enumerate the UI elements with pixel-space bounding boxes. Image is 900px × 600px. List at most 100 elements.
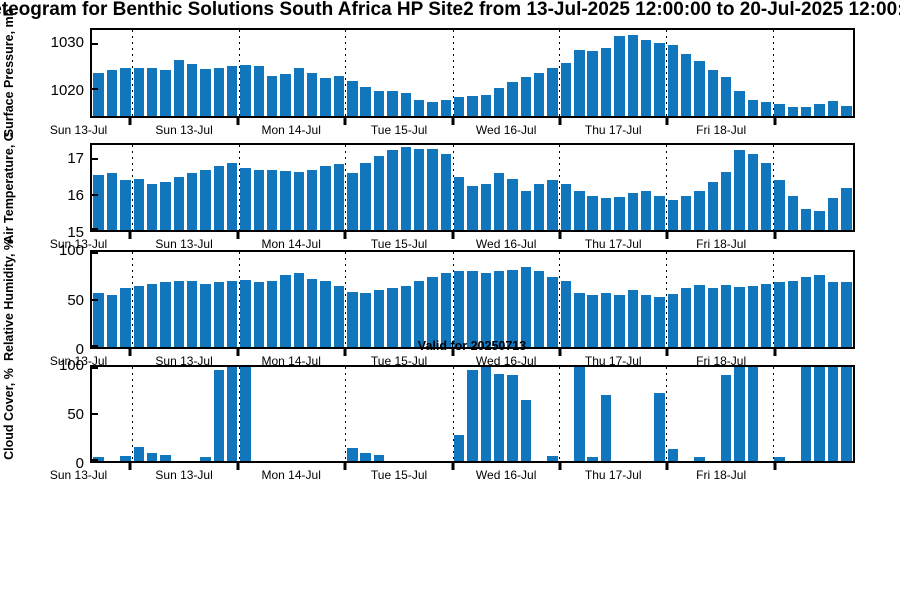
air-temperature-bar	[680, 196, 692, 230]
surface-pressure-plot-area	[92, 30, 853, 116]
cloud-cover-bar	[360, 452, 371, 461]
relative-humidity-bar	[347, 291, 358, 347]
surface-pressure-bar	[667, 44, 678, 116]
cloud-cover-bar	[814, 367, 825, 461]
air-temperature-bar	[534, 183, 545, 230]
x-tick-mark	[665, 232, 669, 239]
relative-humidity-bar	[547, 276, 558, 347]
surface-pressure-bar	[453, 97, 465, 116]
relative-humidity-bar	[213, 282, 225, 347]
relative-humidity-axis-label: Relative Humidity, %	[2, 238, 16, 361]
relative-humidity-bar	[827, 282, 839, 347]
relative-humidity-bar	[814, 274, 825, 347]
relative-humidity-bar	[480, 272, 492, 347]
day-boundary-gridline	[773, 252, 775, 347]
day-boundary-gridline	[559, 367, 561, 461]
x-tick-mark	[558, 349, 562, 356]
day-boundary-gridline	[238, 30, 240, 116]
surface-pressure-bar	[387, 90, 398, 116]
cloud-cover-bar	[667, 448, 678, 461]
surface-pressure-bar	[493, 88, 505, 116]
surface-pressure-bar	[747, 99, 759, 116]
surface-pressure-bar	[413, 99, 425, 116]
relative-humidity-bar	[707, 288, 718, 347]
day-boundary-gridline	[559, 145, 561, 230]
air-temperature-bar	[280, 170, 291, 230]
y-tick-mark	[92, 228, 98, 230]
surface-pressure-bar	[373, 91, 385, 116]
day-boundary-gridline	[132, 367, 134, 461]
x-tick-mark	[773, 232, 777, 239]
air-temperature-bar	[293, 171, 305, 230]
surface-pressure-bar	[761, 101, 772, 116]
surface-pressure-bar	[320, 78, 331, 116]
air-temperature-bar	[814, 210, 825, 230]
air-temperature-bar	[413, 148, 425, 230]
relative-humidity-bar	[587, 294, 598, 347]
y-tick-label: 0	[75, 341, 84, 358]
surface-pressure-bar	[93, 73, 104, 116]
air-temperature-bar	[827, 198, 839, 230]
surface-pressure-bar	[307, 72, 318, 116]
surface-pressure-bar	[587, 50, 598, 116]
cloud-cover-bar	[493, 373, 505, 461]
surface-pressure-bar	[347, 80, 358, 116]
air-temperature-bar	[120, 180, 131, 230]
surface-pressure-bar	[480, 95, 492, 116]
y-tick-mark	[92, 298, 98, 301]
air-temperature-bar	[146, 183, 158, 230]
relative-humidity-bar	[253, 282, 265, 347]
relative-humidity-bar	[93, 292, 104, 347]
surface-pressure-bar	[814, 104, 825, 116]
air-temperature-bar	[226, 162, 238, 230]
x-tick-mark	[773, 349, 777, 356]
relative-humidity-bar	[400, 286, 411, 347]
day-boundary-gridline	[452, 252, 454, 347]
relative-humidity-bar	[667, 293, 678, 347]
relative-humidity-bar	[106, 294, 118, 347]
surface-pressure-bar	[400, 93, 411, 116]
relative-humidity-bar	[614, 294, 625, 347]
air-temperature-bar	[627, 192, 638, 230]
surface-pressure-bar	[213, 68, 225, 116]
relative-humidity-bar	[240, 279, 251, 347]
cloud-cover-bar	[654, 393, 665, 461]
day-boundary-gridline	[452, 145, 454, 230]
x-tick-mark	[236, 232, 240, 239]
x-tick-mark	[451, 463, 455, 470]
relative-humidity-bar	[720, 285, 732, 347]
cloud-cover-bar	[120, 456, 131, 461]
relative-humidity-bar	[120, 288, 131, 347]
cloud-cover-bar	[480, 367, 492, 461]
air-temperature-bar	[267, 169, 278, 230]
day-boundary-gridline	[773, 145, 775, 230]
relative-humidity-bar	[761, 284, 772, 347]
surface-pressure-bar	[200, 69, 211, 116]
air-temperature-bar	[253, 169, 265, 230]
relative-humidity-bar	[293, 272, 305, 347]
x-tick-mark	[236, 349, 240, 356]
x-tick-label: Sun 13-Jul	[49, 123, 108, 137]
air-temperature-bar	[694, 191, 705, 230]
x-tick-label: Wed 16-Jul	[475, 237, 537, 251]
air-temperature-bar	[307, 169, 318, 230]
air-temperature-bar	[720, 171, 732, 230]
y-tick-mark	[92, 158, 98, 161]
cloud-cover-axis-label: Cloud Cover, %	[2, 368, 16, 460]
air-temperature-bar	[587, 196, 598, 230]
relative-humidity-bar	[467, 271, 478, 347]
relative-humidity-bar	[787, 280, 799, 347]
x-tick-mark	[558, 232, 562, 239]
air-temperature-bar	[440, 153, 451, 230]
cloud-cover-bar	[146, 453, 158, 461]
relative-humidity-bar	[627, 290, 638, 347]
day-boundary-gridline	[665, 367, 667, 461]
cloud-cover-plot-area	[92, 367, 853, 461]
y-tick-label: 0	[75, 455, 84, 472]
air-temperature-bar	[707, 182, 718, 230]
surface-pressure-bar	[720, 77, 732, 116]
surface-pressure-bar	[440, 99, 451, 116]
x-tick-mark	[451, 232, 455, 239]
day-boundary-gridline	[132, 252, 134, 347]
air-temperature-bar	[160, 182, 171, 230]
